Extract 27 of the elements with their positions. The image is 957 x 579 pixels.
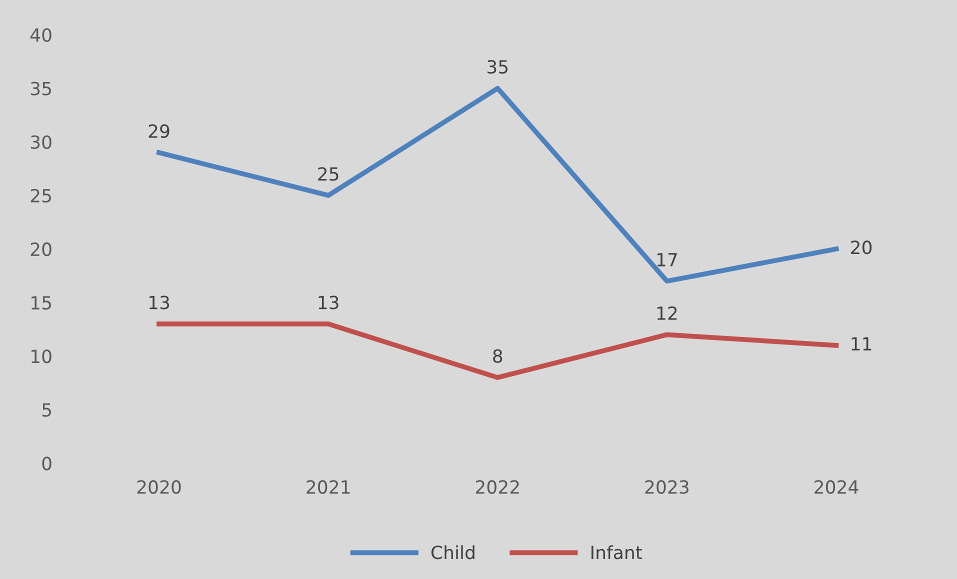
y-tick-label: 10 (32, 350, 52, 364)
y-tick-label: 15 (32, 296, 51, 310)
data-label: 11 (852, 337, 872, 350)
data-label: 35 (488, 60, 508, 74)
y-tick-label: 25 (30, 188, 51, 203)
y-tick-label: 20 (30, 242, 52, 256)
legend-label: Infant (592, 545, 642, 560)
x-tick-label: 2024 (814, 480, 858, 494)
y-tick-label: 0 (42, 456, 52, 470)
y-tick-label: 40 (30, 28, 52, 42)
data-label: 13 (318, 296, 338, 310)
y-tick-label: 30 (30, 135, 52, 149)
y-tick-label: 5 (42, 403, 51, 417)
data-label: 12 (657, 306, 677, 320)
legend-label: Child (431, 545, 474, 560)
data-label: 17 (657, 253, 677, 266)
data-label: 8 (493, 349, 502, 363)
x-tick-label: 2023 (645, 480, 688, 494)
data-label: 13 (150, 296, 170, 310)
data-label: 20 (851, 240, 872, 254)
y-tick-label: 35 (30, 82, 51, 96)
data-label: 25 (318, 167, 338, 181)
line-series (156, 322, 839, 380)
x-tick-label: 2021 (306, 480, 350, 494)
x-tick-label: 2020 (137, 480, 181, 494)
data-label: 29 (148, 124, 170, 138)
x-tick-label: 2022 (476, 480, 519, 494)
